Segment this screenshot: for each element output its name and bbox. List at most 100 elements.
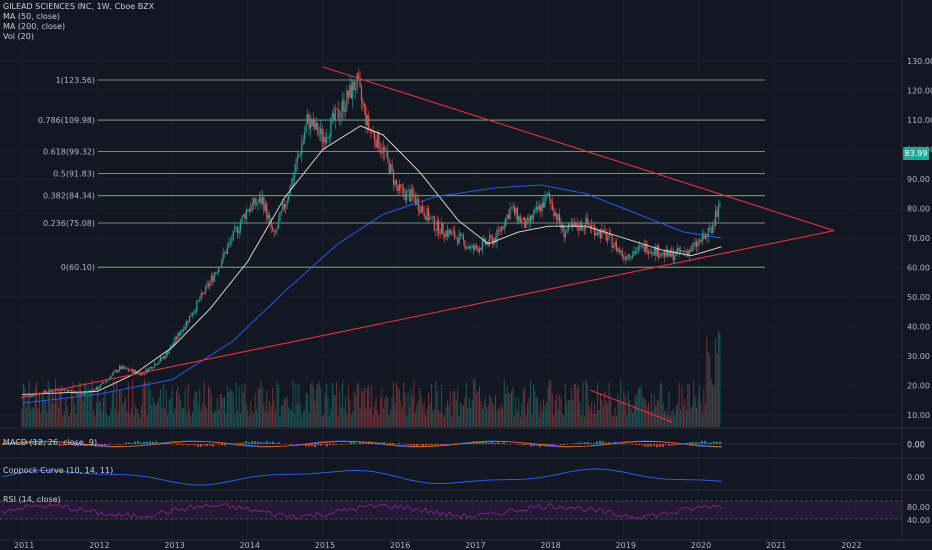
candle-body — [626, 257, 628, 260]
volume-bar — [247, 410, 249, 427]
volume-bar — [645, 399, 647, 427]
macd-histogram-bar — [491, 442, 493, 444]
price-axis[interactable]: 130.00120.00110.00100.0090.0080.0070.006… — [907, 57, 932, 450]
time-tick-label: 2022 — [841, 541, 861, 550]
macd-histogram-bar — [245, 441, 247, 444]
fibonacci-retracement[interactable]: 1(123.56) 0.786(109.98) 0.618(99.32) 0.5(91… — [38, 76, 765, 272]
volume-bar — [175, 390, 177, 427]
time-axis[interactable]: 2011 2012 2013 2014 2015 2016 2017 2018 2019 2020… — [14, 541, 862, 550]
candle-body — [515, 207, 517, 214]
candle-body — [628, 254, 631, 258]
volume-bar — [646, 406, 648, 427]
coppock-legend[interactable]: Coppock Curve (10, 14, 11) — [3, 466, 114, 475]
volume-bar — [570, 387, 572, 427]
candle-body — [186, 320, 188, 327]
triangle-trendlines[interactable] — [21, 66, 835, 423]
volume-bar — [607, 403, 609, 427]
candle-body — [478, 248, 481, 253]
candle-body — [187, 320, 189, 323]
candle-body — [379, 150, 382, 152]
candle-body — [678, 247, 680, 253]
macd-histogram-bar — [488, 442, 490, 444]
candle-body — [321, 128, 323, 142]
candle-body — [54, 389, 57, 391]
volume-bar — [193, 398, 195, 427]
candle-body — [127, 369, 129, 371]
macd-histogram-bar — [32, 441, 34, 444]
volume-bar — [282, 404, 284, 427]
macd-histogram-bar — [530, 444, 532, 447]
volume-bar — [489, 394, 491, 427]
volume-bar — [355, 395, 357, 427]
volume-bar — [693, 379, 695, 427]
macd-histogram-bar — [320, 444, 322, 446]
candle-body — [432, 216, 434, 218]
candle-body — [381, 151, 383, 154]
volume-bar — [543, 399, 545, 427]
macd-histogram-bar — [638, 444, 640, 446]
volume-bar — [715, 338, 717, 427]
volume-bar — [503, 379, 505, 427]
volume-bar — [202, 404, 204, 427]
macd-histogram-bar — [179, 444, 181, 446]
volume-bar — [234, 414, 236, 427]
ma50-legend[interactable]: MA (50, close) — [3, 12, 61, 21]
volume-bar — [213, 411, 215, 427]
ma200-legend[interactable]: MA (200, close) — [3, 22, 66, 31]
candle-body — [413, 194, 415, 198]
volume-bar — [532, 383, 534, 427]
volume-bar — [224, 396, 226, 427]
candle-body — [719, 203, 721, 207]
volume-bar — [620, 379, 622, 427]
candle-body — [114, 370, 116, 372]
volume-bar — [59, 390, 61, 427]
candle-body — [697, 241, 699, 247]
candle-body — [355, 88, 357, 91]
volume-bar — [611, 415, 613, 427]
volume-bar — [245, 403, 247, 427]
volume-bar — [104, 388, 106, 427]
volume-bar — [44, 400, 46, 427]
volume-bar — [327, 397, 329, 427]
volume-bar — [371, 385, 373, 427]
candle-body — [126, 367, 128, 370]
rsi-legend[interactable]: RSI (14, close) — [3, 495, 61, 504]
candle-body — [286, 200, 288, 205]
candle-body — [283, 203, 285, 209]
volume-bar — [106, 413, 108, 427]
candle-body — [168, 349, 170, 354]
candle-body — [416, 198, 418, 205]
candle-body — [274, 231, 277, 233]
volume-legend[interactable]: Vol (20) — [3, 32, 34, 41]
candle-body — [347, 90, 349, 98]
volume-bar — [497, 406, 499, 427]
candle-body — [356, 73, 358, 89]
volume-bar — [88, 387, 90, 427]
volume-bar — [441, 385, 443, 427]
candle-body — [238, 230, 240, 234]
macd-histogram-bar — [572, 443, 574, 444]
candle-body — [537, 206, 539, 211]
volume-bar — [655, 406, 657, 427]
candle-body — [659, 256, 661, 258]
macd-histogram-bar — [719, 441, 721, 444]
volume-bar — [653, 393, 655, 427]
candle-body — [334, 108, 336, 120]
volume-bar — [537, 396, 539, 427]
macd-legend[interactable]: MACD (12, 26, close, 9) — [3, 438, 98, 447]
volume-bar — [659, 382, 661, 427]
volume-bar — [500, 403, 502, 427]
candle-body — [617, 248, 619, 251]
volume-bar — [53, 403, 55, 427]
candle-body — [159, 357, 162, 362]
volume-bar — [642, 396, 644, 427]
candle-body — [299, 154, 301, 156]
volume-bar — [328, 416, 330, 427]
volume-bar — [215, 410, 217, 427]
candle-body — [306, 114, 309, 124]
candle-body — [174, 337, 176, 343]
volume-bar — [608, 382, 610, 427]
macd-histogram-bar — [134, 441, 136, 444]
candle-body — [694, 241, 696, 246]
